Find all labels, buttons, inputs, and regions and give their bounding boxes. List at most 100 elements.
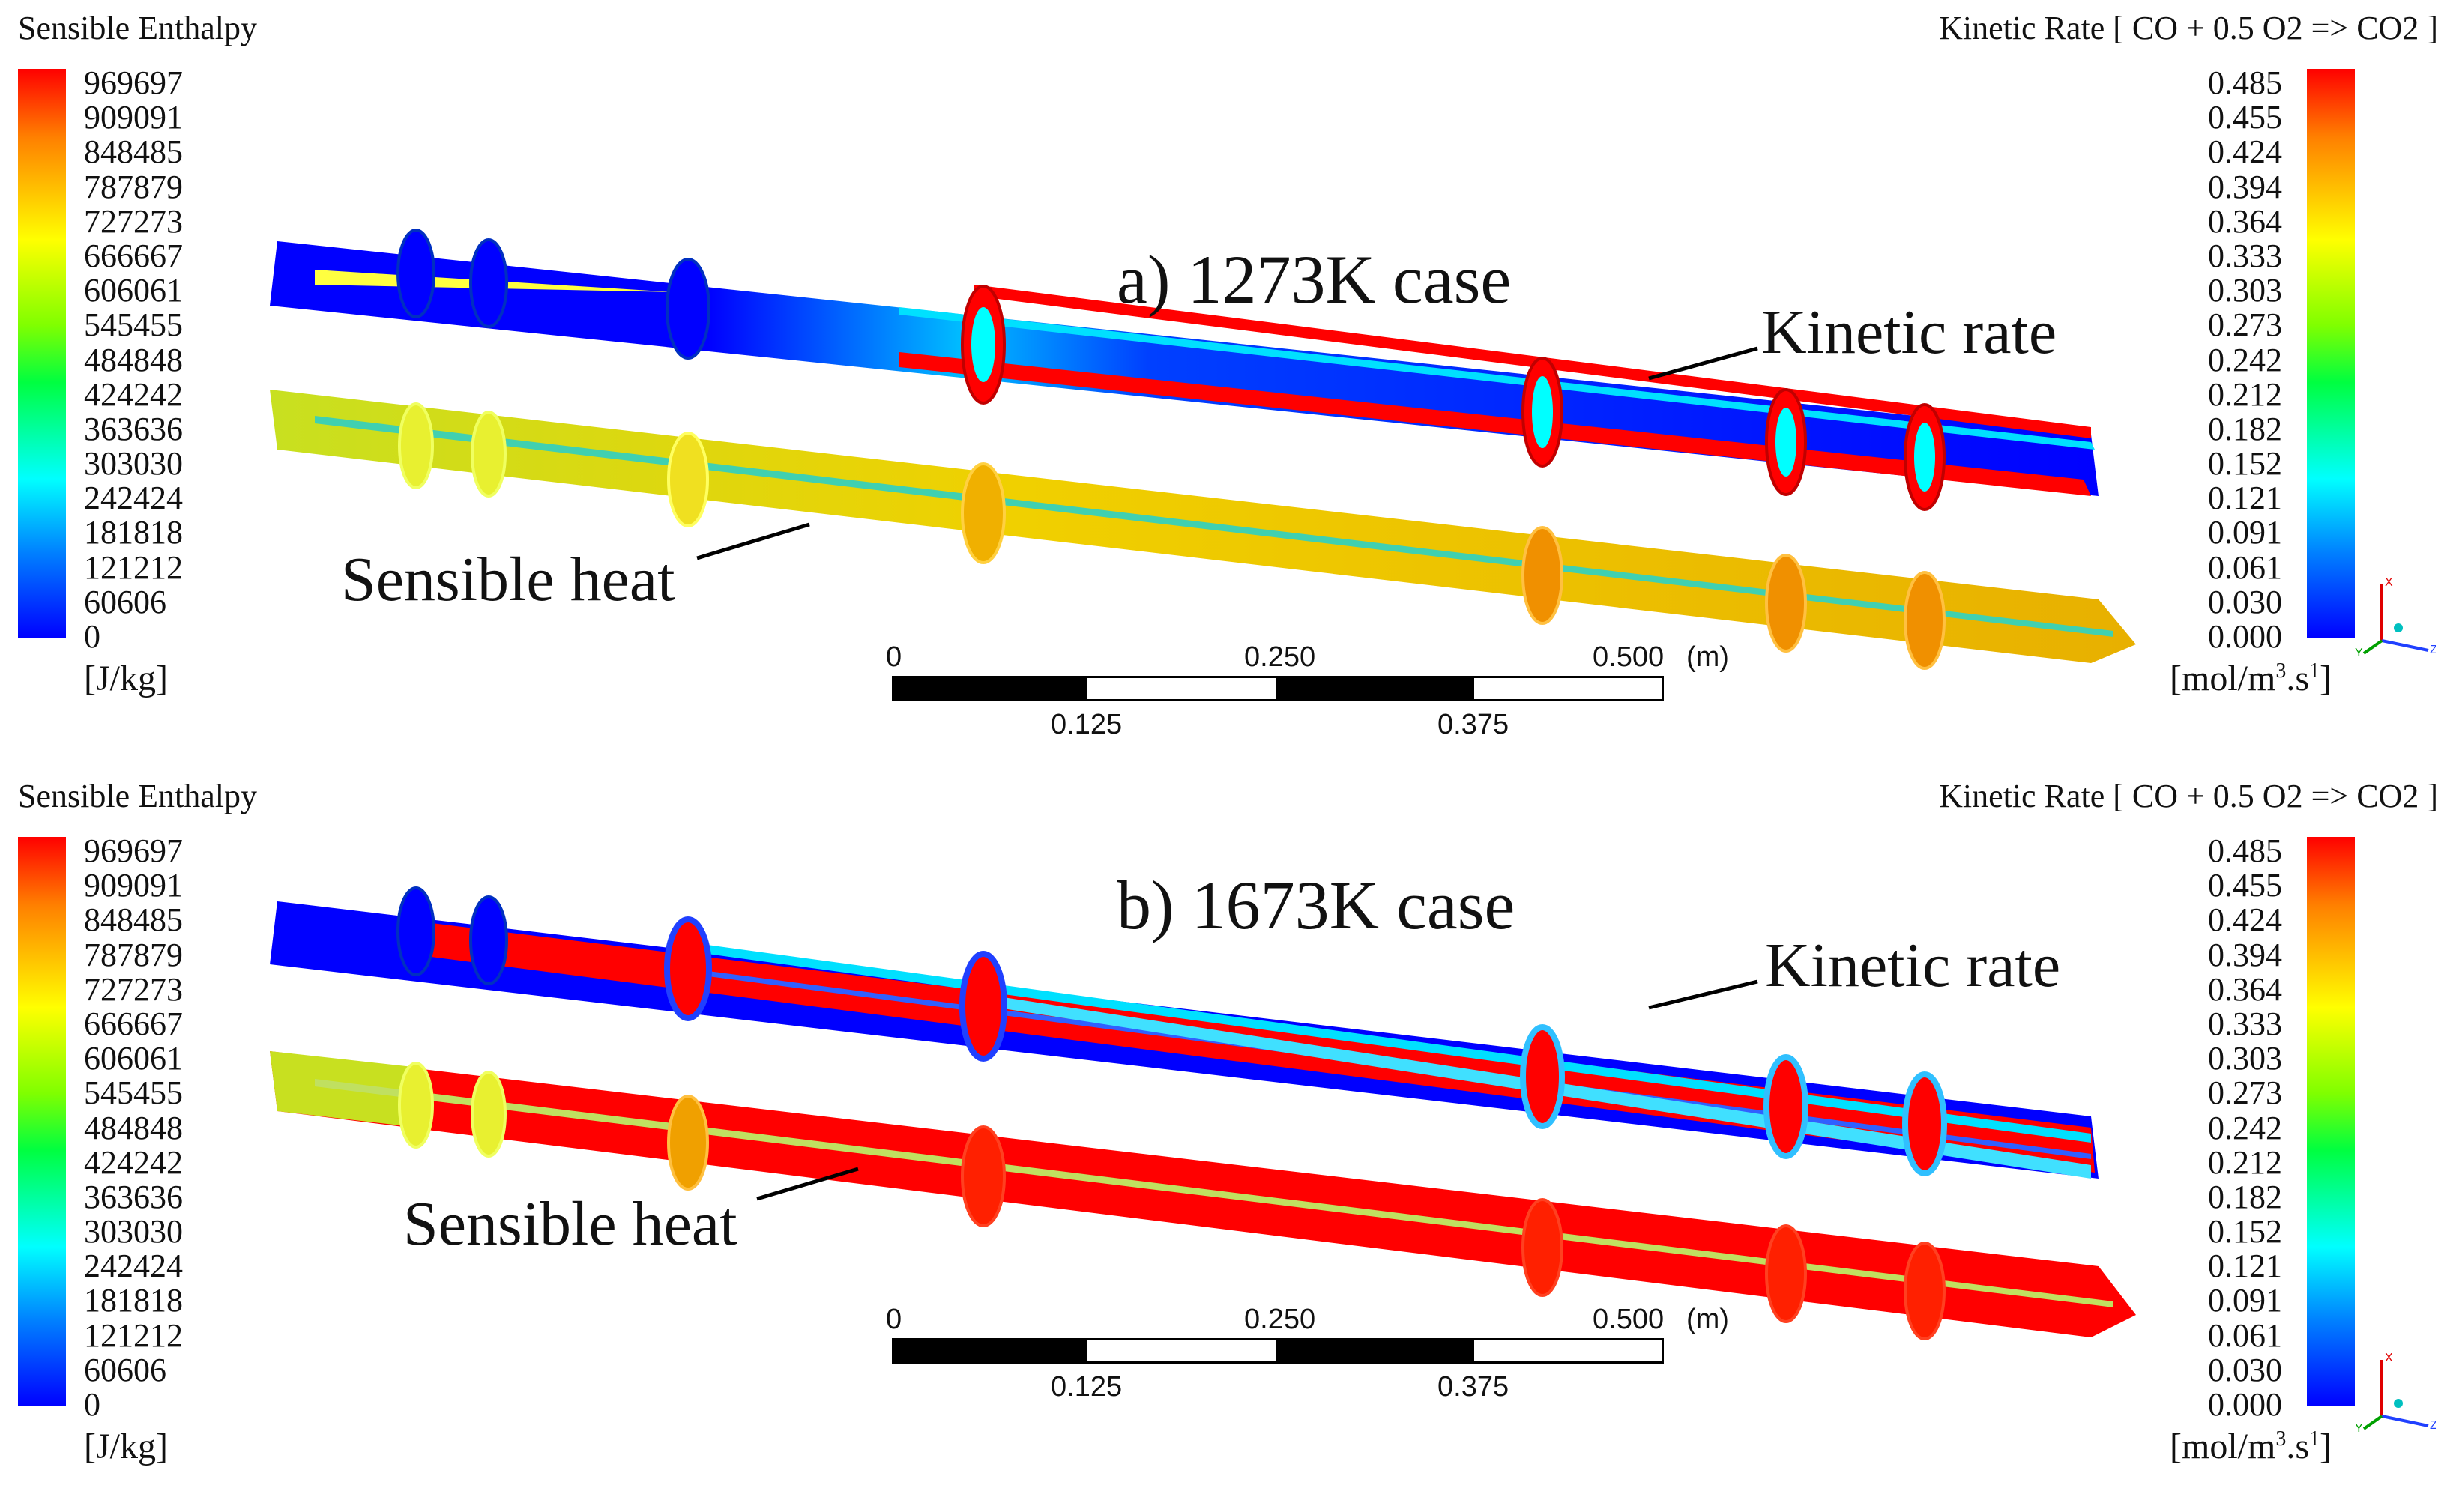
kinetic-unit: [mol/m3.s1] xyxy=(2170,659,2332,698)
heat-leader-line xyxy=(696,522,810,560)
enthalpy-tick: 60606 xyxy=(84,1351,166,1388)
kinetic-tick: 0.030 xyxy=(2208,1351,2282,1388)
scale-label: 0.500 xyxy=(1593,1304,1665,1335)
kinetic-rate-label: Kinetic rate xyxy=(1765,931,2061,1000)
kinetic-ticks: 0.485 0.455 0.424 0.394 0.364 0.333 0.30… xyxy=(2208,65,2282,655)
enthalpy-tick: 848485 xyxy=(84,133,183,171)
kinetic-legend-title: Kinetic Rate [ CO + 0.5 O2 => CO2 ] xyxy=(1939,10,2438,46)
enthalpy-unit: [J/kg] xyxy=(84,1427,168,1466)
scale-seg xyxy=(892,1338,1085,1364)
kinetic-tick: 0.273 xyxy=(2208,1074,2282,1112)
svg-text:Z: Z xyxy=(2430,1419,2436,1432)
kinetic-tick: 0.455 xyxy=(2208,99,2282,136)
kinetic-leader-line xyxy=(1648,979,1758,1010)
kinetic-tick: 0.000 xyxy=(2208,618,2282,655)
kinetic-tick: 0.424 xyxy=(2208,901,2282,939)
kinetic-tick: 0.364 xyxy=(2208,202,2282,240)
scale-label: 0.250 xyxy=(1244,641,1316,673)
sensible-heat-label: Sensible heat xyxy=(403,1189,737,1259)
enthalpy-tick: 484848 xyxy=(84,341,183,378)
scale-unit: (m) xyxy=(1686,641,1729,673)
axis-triad: X Z Y xyxy=(2355,1352,2436,1435)
case-title: b) 1673K case xyxy=(1117,867,1515,943)
kinetic-tick: 0.182 xyxy=(2208,410,2282,447)
enthalpy-tick: 363636 xyxy=(84,1178,183,1215)
enthalpy-colorbar xyxy=(18,837,66,1406)
kinetic-legend-title: Kinetic Rate [ CO + 0.5 O2 => CO2 ] xyxy=(1939,778,2438,814)
kinetic-rate-discs xyxy=(396,229,1946,511)
enthalpy-tick: 606061 xyxy=(84,272,183,309)
kinetic-tick: 0.424 xyxy=(2208,133,2282,171)
scale-label: 0.500 xyxy=(1593,641,1665,673)
enthalpy-tick: 909091 xyxy=(84,99,183,136)
enthalpy-tick: 666667 xyxy=(84,237,183,274)
enthalpy-tick: 242424 xyxy=(84,1248,183,1285)
simulation-render xyxy=(270,229,2136,670)
enthalpy-tick: 60606 xyxy=(84,583,166,620)
scale-label: 0.375 xyxy=(1437,1371,1509,1403)
enthalpy-tick: 666667 xyxy=(84,1005,183,1042)
scale-label: 0.250 xyxy=(1244,1304,1316,1335)
kinetic-ticks: 0.485 0.455 0.424 0.394 0.364 0.333 0.30… xyxy=(2208,832,2282,1423)
enthalpy-tick: 727273 xyxy=(84,970,183,1008)
kinetic-tick: 0.061 xyxy=(2208,1316,2282,1354)
sensible-heat-tube xyxy=(270,390,2136,663)
scale-seg xyxy=(892,676,1085,701)
kinetic-rate-discs xyxy=(396,886,1947,1176)
scale-unit: (m) xyxy=(1686,1304,1729,1335)
kinetic-tick: 0.303 xyxy=(2208,1040,2282,1077)
svg-text:X: X xyxy=(2385,576,2393,589)
enthalpy-ticks: 969697 909091 848485 787879 727273 66666… xyxy=(84,832,183,1422)
kinetic-tick: 0.273 xyxy=(2208,306,2282,344)
case-title: a) 1273K case xyxy=(1117,241,1512,318)
enthalpy-tick: 121212 xyxy=(84,1316,183,1354)
scale-bar: 0 0.250 0.500 (m) 0.125 0.375 xyxy=(886,1304,1729,1403)
sensible-heat-tube xyxy=(270,1051,2136,1337)
enthalpy-tick: 363636 xyxy=(84,410,183,447)
kinetic-rate-label: Kinetic rate xyxy=(1761,297,2057,367)
kinetic-tick: 0.000 xyxy=(2208,1386,2282,1423)
enthalpy-tick: 424242 xyxy=(84,1143,183,1181)
scale-bar: 0 0.250 0.500 (m) 0.125 0.375 xyxy=(886,641,1729,740)
kinetic-unit: [mol/m3.s1] xyxy=(2170,1427,2332,1466)
enthalpy-tick: 424242 xyxy=(84,375,183,413)
kinetic-tick: 0.333 xyxy=(2208,237,2282,274)
kinetic-tick: 0.061 xyxy=(2208,548,2282,586)
kinetic-tick: 0.333 xyxy=(2208,1005,2282,1042)
svg-text:X: X xyxy=(2385,1352,2393,1364)
enthalpy-tick: 484848 xyxy=(84,1109,183,1146)
enthalpy-colorbar xyxy=(18,69,66,638)
enthalpy-tick: 545455 xyxy=(84,1074,183,1112)
enthalpy-tick: 969697 xyxy=(84,64,183,101)
enthalpy-tick: 909091 xyxy=(84,867,183,904)
kinetic-leader-line xyxy=(1648,346,1758,381)
scale-seg xyxy=(1279,1338,1472,1364)
enthalpy-tick: 181818 xyxy=(84,514,183,551)
kinetic-colorbar xyxy=(2307,837,2355,1406)
kinetic-tick: 0.242 xyxy=(2208,1109,2282,1146)
enthalpy-tick: 0 xyxy=(84,618,100,655)
enthalpy-tick: 545455 xyxy=(84,306,183,344)
enthalpy-legend-title: Sensible Enthalpy xyxy=(18,10,257,46)
sensible-heat-discs xyxy=(398,402,1946,670)
svg-text:Z: Z xyxy=(2430,644,2436,656)
scale-label: 0 xyxy=(886,641,902,673)
enthalpy-tick: 303030 xyxy=(84,445,183,483)
enthalpy-tick: 606061 xyxy=(84,1040,183,1077)
enthalpy-tick: 969697 xyxy=(84,832,183,869)
enthalpy-tick: 787879 xyxy=(84,168,183,205)
kinetic-tick: 0.303 xyxy=(2208,272,2282,309)
scale-label: 0.125 xyxy=(1051,709,1123,740)
scale-label: 0.375 xyxy=(1437,709,1509,740)
enthalpy-tick: 848485 xyxy=(84,901,183,939)
kinetic-tick: 0.152 xyxy=(2208,445,2282,483)
svg-text:Y: Y xyxy=(2355,1422,2363,1435)
kinetic-tick: 0.485 xyxy=(2208,832,2282,869)
scale-label: 0.125 xyxy=(1051,1371,1123,1403)
scale-seg xyxy=(1472,676,1664,701)
simulation-render xyxy=(270,886,2136,1340)
kinetic-tick: 0.030 xyxy=(2208,583,2282,620)
kinetic-rate-tube xyxy=(270,901,2099,1179)
panel-a: Sensible Enthalpy Kinetic Rate [ CO + 0.… xyxy=(0,0,2456,744)
enthalpy-tick: 181818 xyxy=(84,1282,183,1319)
